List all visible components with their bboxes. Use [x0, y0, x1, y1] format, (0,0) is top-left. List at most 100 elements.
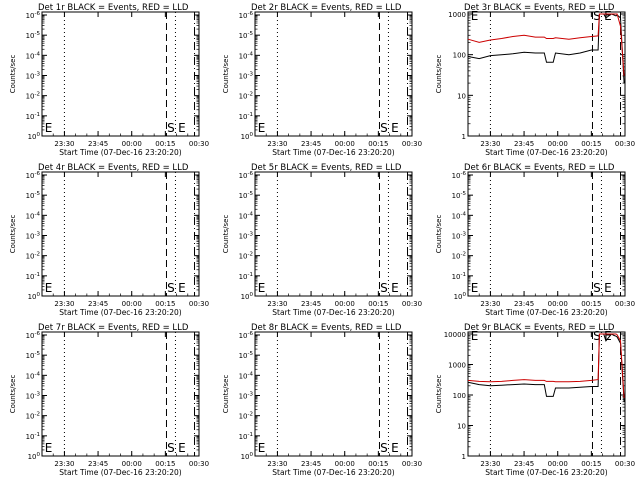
event-marker: E — [471, 329, 479, 343]
y-tick-label: 100 — [453, 392, 466, 400]
x-tick-label: 23:45 — [514, 300, 534, 308]
y-axis-label: Counts/sec — [222, 215, 230, 254]
panel-det-9: Det 9r BLACK = Events, RED = LLD 1 10 100 10… — [435, 323, 635, 477]
x-tick-label: 00:00 — [122, 300, 142, 308]
x-tick-label: 00:30 — [615, 140, 635, 148]
series-line — [467, 13, 625, 84]
x-tick-label: 00:15 — [368, 460, 388, 468]
y-axis-label: Counts/sec — [435, 55, 443, 94]
event-marker: S — [380, 441, 388, 455]
x-tick-label: 00:30 — [615, 460, 635, 468]
series-line — [467, 13, 625, 76]
x-tick-label: 00:00 — [122, 460, 142, 468]
event-marker: S — [380, 121, 388, 135]
panel-title: Det 2r BLACK = Events, RED = LLD — [251, 3, 402, 13]
panel-title: Det 1r BLACK = Events, RED = LLD — [38, 3, 189, 13]
y-tick-label: 10-6 — [26, 171, 41, 180]
y-tick-label: 10-5 — [26, 351, 41, 360]
x-tick-label: 00:15 — [155, 460, 175, 468]
x-tick-label: 23:30 — [54, 460, 74, 468]
x-tick-label: 23:30 — [54, 300, 74, 308]
x-tick-label: 00:30 — [189, 300, 209, 308]
y-tick-label: 10-2 — [452, 252, 466, 261]
y-tick-label: 10-4 — [239, 51, 254, 60]
event-marker: E — [178, 121, 186, 135]
x-axis-label: Start Time (07-Dec-16 23:20:20) — [59, 468, 181, 477]
y-axis-label: Counts/sec — [222, 55, 230, 94]
event-marker: S — [167, 441, 175, 455]
x-tick-label: 23:45 — [88, 460, 108, 468]
event-marker: E — [45, 121, 53, 135]
event-marker: S — [380, 281, 388, 295]
x-axis-label: Start Time (07-Dec-16 23:20:20) — [485, 148, 607, 157]
y-tick-label: 100 — [241, 132, 254, 141]
y-tick-label: 10-2 — [239, 92, 253, 101]
y-tick-label: 100 — [28, 452, 41, 461]
y-tick-label: 10-3 — [239, 232, 254, 241]
plot-frame — [254, 331, 413, 457]
x-tick-label: 00:15 — [155, 300, 175, 308]
y-tick-label: 10-6 — [26, 331, 41, 340]
y-tick-label: 100 — [241, 452, 254, 461]
y-tick-label: 10-2 — [239, 412, 253, 421]
event-marker: S — [167, 281, 175, 295]
event-marker: E — [471, 9, 479, 23]
x-tick-label: 00:15 — [581, 300, 601, 308]
y-tick-label: 10-6 — [452, 171, 467, 180]
x-axis-label: Start Time (07-Dec-16 23:20:20) — [485, 468, 607, 477]
event-marker: E — [178, 441, 186, 455]
event-marker: S — [593, 281, 601, 295]
y-tick-label: 10-4 — [452, 211, 467, 220]
panel-det-4: Det 4r BLACK = Events, RED = LLD 100 10-1 1… — [9, 163, 209, 317]
y-tick-label: 10-5 — [26, 191, 41, 200]
x-tick-label: 00:00 — [335, 300, 355, 308]
x-axis-label: Start Time (07-Dec-16 23:20:20) — [272, 468, 394, 477]
y-axis-label: Counts/sec — [435, 375, 443, 414]
x-tick-label: 00:00 — [335, 460, 355, 468]
x-tick-label: 00:15 — [368, 300, 388, 308]
y-tick-label: 10-4 — [239, 211, 254, 220]
x-tick-label: 00:15 — [581, 140, 601, 148]
y-tick-label: 10-1 — [239, 112, 253, 121]
x-tick-label: 23:30 — [267, 300, 287, 308]
x-tick-label: 00:30 — [402, 140, 422, 148]
y-tick-label: 100 — [454, 292, 467, 301]
y-tick-label: 10 — [457, 92, 466, 100]
series-line — [467, 333, 625, 399]
event-marker: E — [471, 281, 479, 295]
plot-frame — [41, 11, 200, 137]
panel-title: Det 4r BLACK = Events, RED = LLD — [38, 163, 189, 173]
y-tick-label: 10-3 — [239, 72, 254, 81]
event-marker: E — [391, 121, 399, 135]
x-tick-label: 23:30 — [267, 140, 287, 148]
event-marker: E — [391, 441, 399, 455]
x-tick-label: 00:00 — [548, 300, 568, 308]
y-tick-label: 10-5 — [239, 351, 254, 360]
plot-frame — [467, 11, 626, 137]
x-tick-label: 00:30 — [615, 300, 635, 308]
y-tick-label: 1000 — [448, 11, 466, 19]
x-tick-label: 00:15 — [155, 140, 175, 148]
x-tick-label: 23:45 — [514, 460, 534, 468]
y-tick-label: 10-1 — [26, 272, 40, 281]
x-tick-label: 23:45 — [514, 140, 534, 148]
y-tick-label: 10-5 — [239, 191, 254, 200]
x-tick-label: 23:30 — [54, 140, 74, 148]
y-tick-label: 100 — [241, 292, 254, 301]
y-tick-label: 10-1 — [452, 272, 466, 281]
y-tick-label: 1 — [462, 133, 466, 141]
plot-frame — [467, 171, 626, 297]
plot-frame — [41, 331, 200, 457]
event-marker: E — [45, 441, 53, 455]
x-tick-label: 23:30 — [480, 460, 500, 468]
x-tick-label: 00:30 — [189, 460, 209, 468]
y-tick-label: 10-5 — [452, 191, 467, 200]
x-tick-label: 23:30 — [480, 140, 500, 148]
event-marker: E — [391, 281, 399, 295]
panel-det-6: Det 6r BLACK = Events, RED = LLD 100 10-1 1… — [435, 163, 635, 317]
y-tick-label: 10-3 — [26, 72, 41, 81]
panel-det-5: Det 5r BLACK = Events, RED = LLD 100 10-1 1… — [222, 163, 422, 317]
panel-title: Det 7r BLACK = Events, RED = LLD — [38, 323, 189, 333]
y-tick-label: 10-1 — [239, 432, 253, 441]
